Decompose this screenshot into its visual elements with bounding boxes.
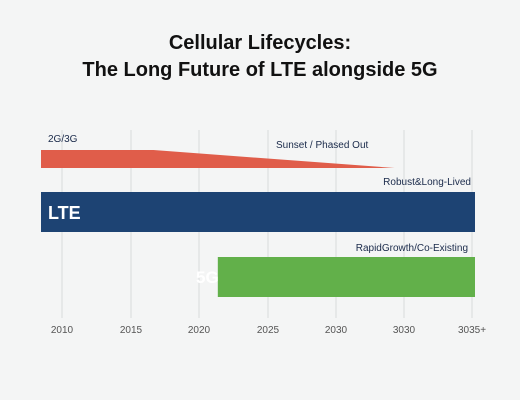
series-2g3g-area [41, 150, 395, 168]
series-label-lte: LTE [48, 203, 81, 223]
chart-title: Cellular Lifecycles: The Long Future of … [0, 30, 520, 84]
annotation-2g3g: Sunset / Phased Out [276, 140, 369, 151]
x-tick-label: 2020 [188, 325, 211, 336]
series-label-2g3g: 2G/3G [48, 134, 78, 145]
x-tick-label: 2015 [120, 325, 143, 336]
chart-title-line-1: Cellular Lifecycles: [168, 32, 352, 54]
x-tick-label: 2030 [325, 325, 348, 336]
series-label-5g: 5G [196, 268, 219, 287]
series-5g-bar [217, 257, 475, 297]
annotation-5g: RapidGrowth/Co-Existing [356, 243, 468, 254]
x-tick-label: 2010 [51, 325, 74, 336]
series-lte-bar [41, 192, 475, 232]
annotation-lte: Robust&Long-Lived [383, 177, 471, 188]
x-tick-label: 3035+ [458, 325, 486, 336]
x-tick-label: 2025 [257, 325, 280, 336]
chart-title-line-2: The Long Future of LTE alongside 5G [82, 59, 438, 81]
x-tick-label: 3030 [393, 325, 416, 336]
